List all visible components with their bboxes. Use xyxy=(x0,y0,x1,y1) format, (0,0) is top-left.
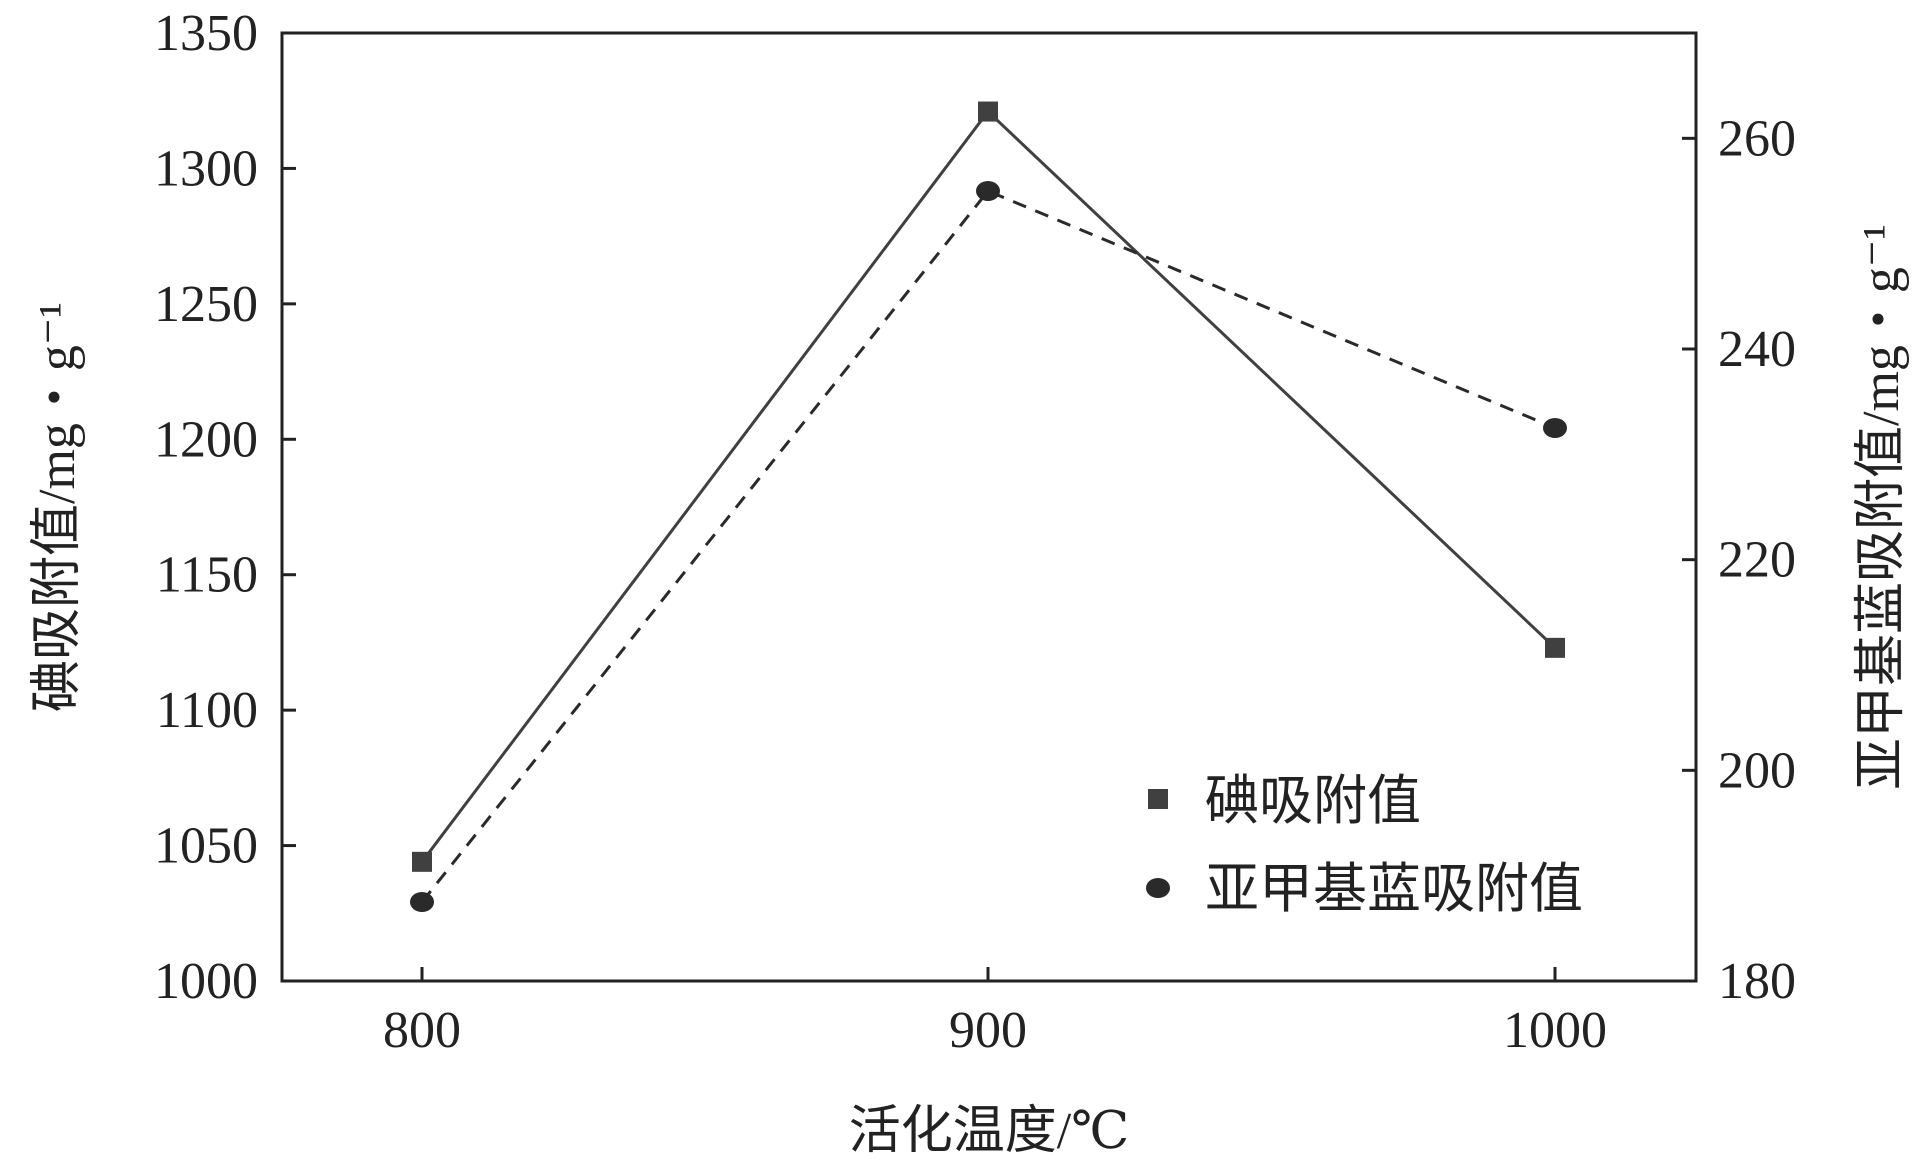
right-y-tick-label: 260 xyxy=(1718,110,1796,167)
series-line-0 xyxy=(420,109,1557,863)
plot-frame xyxy=(280,31,1698,983)
left-y-tick-label: 1300 xyxy=(154,140,258,197)
left-y-tick-label: 1000 xyxy=(154,953,258,1010)
legend-marker-circle xyxy=(1146,878,1170,898)
left-y-tick-label: 1350 xyxy=(154,5,258,62)
left-y-tick-label: 1150 xyxy=(156,547,258,604)
legend-label: 碘吸附值 xyxy=(1205,771,1421,831)
right-y-tick-label: 200 xyxy=(1718,742,1796,799)
series-0-point xyxy=(1545,637,1565,658)
legend-label: 亚甲基蓝吸附值 xyxy=(1205,859,1583,919)
left-y-axis-label: 碘吸附值/mg・g⁻¹ xyxy=(29,302,86,712)
left-y-tick-label: 1200 xyxy=(154,411,258,468)
left-y-tick-label: 1050 xyxy=(154,818,258,875)
x-tick-label: 900 xyxy=(949,1002,1027,1059)
legend-marker-square xyxy=(1148,789,1168,809)
series-0-point xyxy=(978,101,998,122)
x-axis-label: 活化温度/℃ xyxy=(849,1103,1130,1160)
right-y-tick-label: 180 xyxy=(1718,953,1796,1010)
series-1-point xyxy=(410,892,434,912)
series-0-point xyxy=(412,851,432,872)
series-1-point xyxy=(976,181,1000,201)
right-y-axis-label: 亚甲基蓝吸附值/mg・g⁻¹ xyxy=(1853,224,1910,790)
left-y-tick-label: 1100 xyxy=(156,682,258,739)
x-tick-label: 1000 xyxy=(1503,1002,1607,1059)
series-1-point xyxy=(1543,418,1567,438)
right-y-tick-label: 220 xyxy=(1718,532,1796,589)
right-y-tick-label: 240 xyxy=(1718,321,1796,378)
left-y-tick-label: 1250 xyxy=(154,276,258,333)
x-tick-label: 800 xyxy=(383,1002,461,1059)
